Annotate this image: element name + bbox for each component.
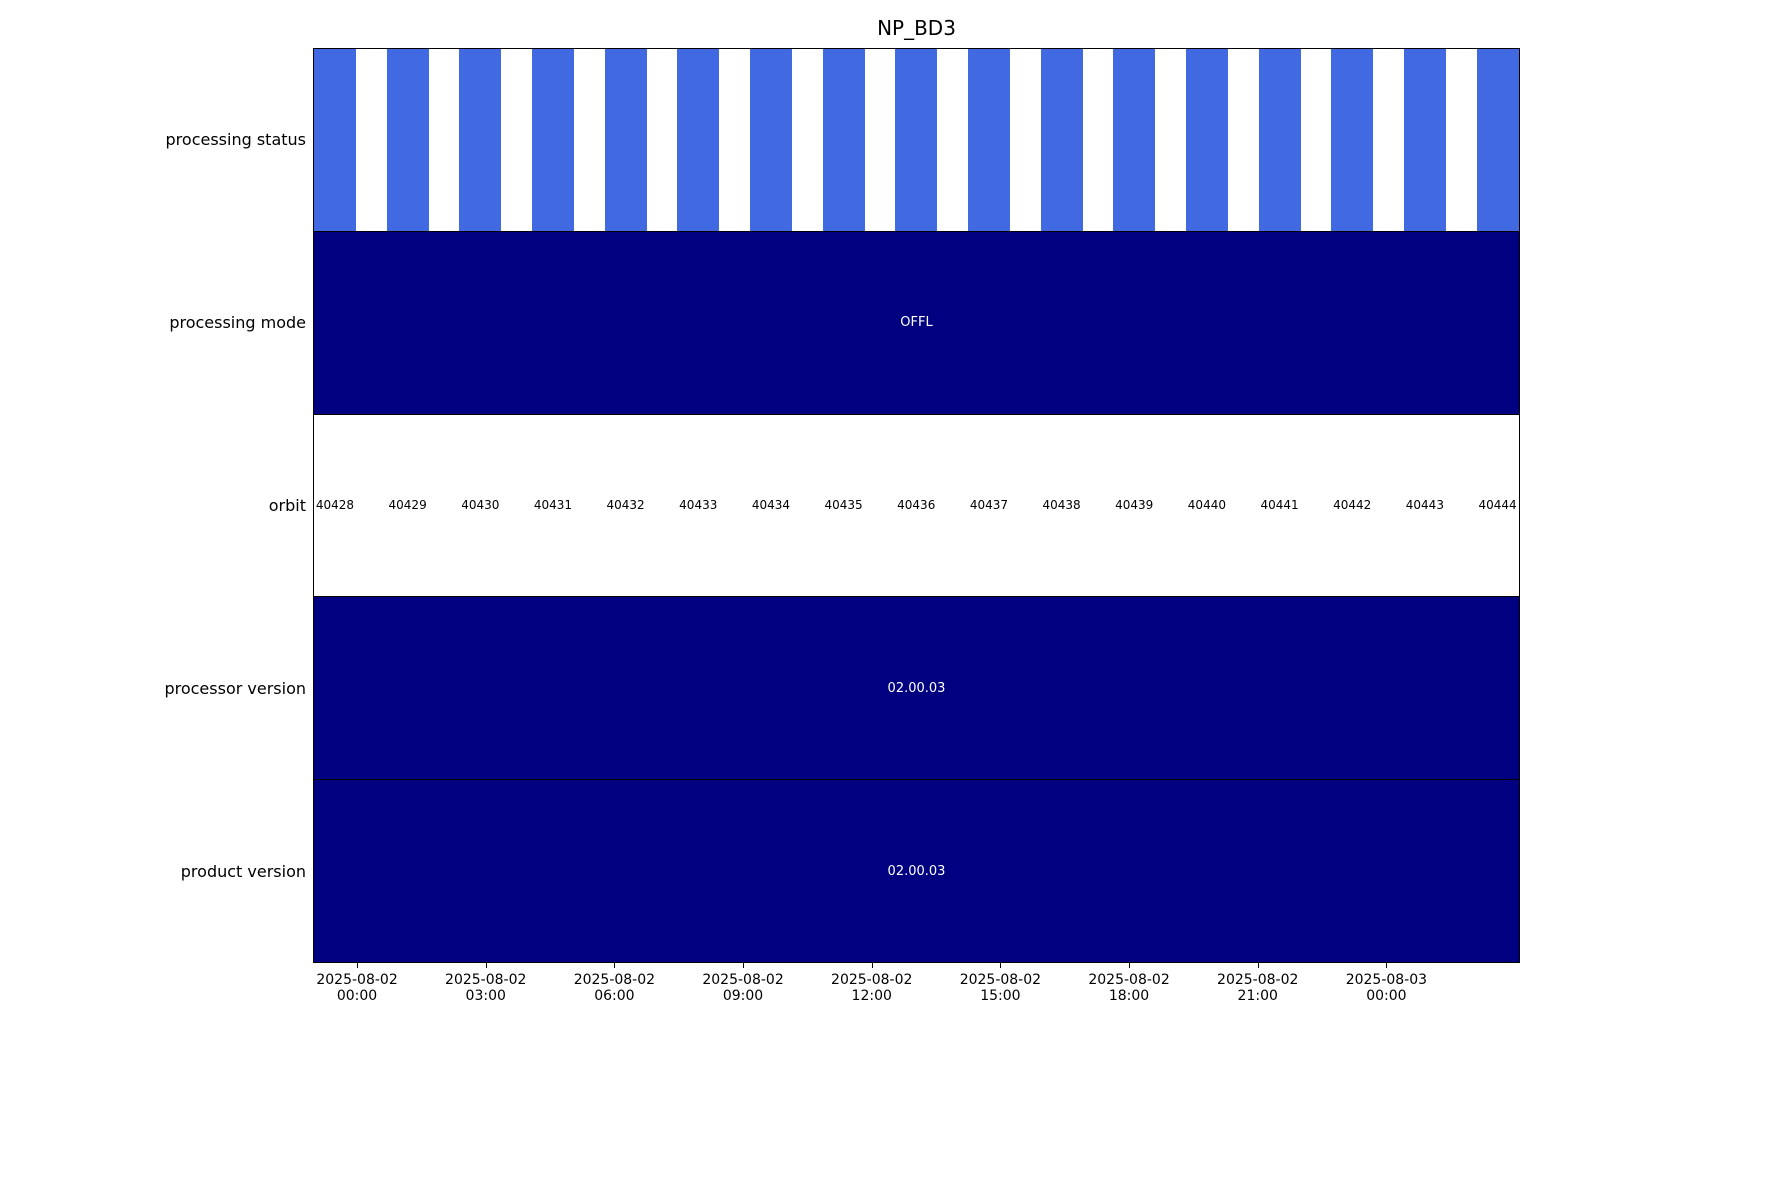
status-stripe <box>531 49 574 231</box>
band-processing-status <box>314 49 1519 231</box>
product-version-value: 02.00.03 <box>887 863 946 879</box>
status-stripe <box>604 49 647 231</box>
x-tick-label: 2025-08-02 12:00 <box>831 972 913 1004</box>
x-tick-mark <box>1129 963 1131 968</box>
chart-title: NP_BD3 <box>877 16 956 40</box>
orbit-number: 40430 <box>461 498 500 513</box>
x-tick-label: 2025-08-02 15:00 <box>959 972 1042 1004</box>
x-tick-label: 2025-08-02 18:00 <box>1088 972 1170 1004</box>
status-stripe <box>386 49 429 231</box>
x-tick-label: 2025-08-02 00:00 <box>316 972 398 1004</box>
orbit-number: 40432 <box>606 498 645 513</box>
orbit-number: 40434 <box>751 498 791 513</box>
status-stripe <box>895 49 938 231</box>
x-tick-mark <box>614 963 616 968</box>
x-tick-mark <box>1000 963 1002 968</box>
status-stripe <box>677 49 720 231</box>
status-stripe <box>1476 49 1519 231</box>
status-stripe <box>459 49 502 231</box>
orbit-number: 40428 <box>315 498 355 513</box>
row-label-orbit: orbit <box>268 496 306 515</box>
status-stripe <box>1403 49 1446 231</box>
band-orbit: 40428 40429 40430 40431 40432 40433 40434 40435… <box>314 413 1519 597</box>
status-stripe <box>1185 49 1228 231</box>
row-label-processing-status: processing status <box>165 130 306 149</box>
x-tick-mark <box>871 963 873 968</box>
orbit-number: 40431 <box>533 498 573 513</box>
row-label-product-version: product version <box>180 862 306 881</box>
plot-area: OFFL 40428 40429 40430 40431 40432 40433 40434… <box>313 48 1520 963</box>
status-stripe <box>1331 49 1374 231</box>
x-tick-mark <box>743 963 745 968</box>
x-tick-label: 2025-08-02 21:00 <box>1217 972 1299 1004</box>
processor-version-value: 02.00.03 <box>887 680 946 696</box>
status-stripe <box>749 49 792 231</box>
orbit-number: 40443 <box>1405 498 1444 513</box>
orbit-number: 40437 <box>969 498 1008 513</box>
status-stripe <box>1040 49 1083 231</box>
processing-mode-value: OFFL <box>900 315 933 331</box>
orbit-number: 40440 <box>1187 498 1226 513</box>
band-processor-version: 02.00.03 <box>314 596 1519 780</box>
orbit-number: 40436 <box>897 498 936 513</box>
row-label-processor-version: processor version <box>164 679 306 698</box>
x-tick-label: 2025-08-02 09:00 <box>702 972 784 1004</box>
status-stripe <box>967 49 1010 231</box>
x-tick-label: 2025-08-02 06:00 <box>573 972 656 1004</box>
x-tick-mark <box>1386 963 1388 968</box>
x-tick-label: 2025-08-03 00:00 <box>1345 972 1428 1004</box>
band-product-version: 02.00.03 <box>314 779 1519 962</box>
status-stripe <box>314 49 356 231</box>
orbit-number: 40439 <box>1115 498 1154 513</box>
x-tick-mark <box>1257 963 1259 968</box>
orbit-number: 40441 <box>1260 498 1299 513</box>
x-tick-mark <box>357 963 359 968</box>
row-label-processing-mode: processing mode <box>169 313 306 332</box>
orbit-number: 40438 <box>1042 498 1081 513</box>
orbit-number: 40444 <box>1478 498 1517 513</box>
status-stripe <box>822 49 865 231</box>
band-processing-mode: OFFL <box>314 230 1519 414</box>
x-tick-label: 2025-08-02 03:00 <box>445 972 527 1004</box>
status-stripe <box>1258 49 1301 231</box>
x-axis-ticks: 2025-08-02 00:00 2025-08-02 03:00 2025-08-02… <box>313 963 1520 1023</box>
orbit-number: 40435 <box>824 498 863 513</box>
orbit-number: 40442 <box>1333 498 1372 513</box>
orbit-number: 40433 <box>679 498 718 513</box>
status-stripe <box>1113 49 1156 231</box>
row-labels: processing status processing mode orbit … <box>0 48 306 963</box>
x-tick-mark <box>485 963 487 968</box>
orbit-number: 40429 <box>388 498 427 513</box>
